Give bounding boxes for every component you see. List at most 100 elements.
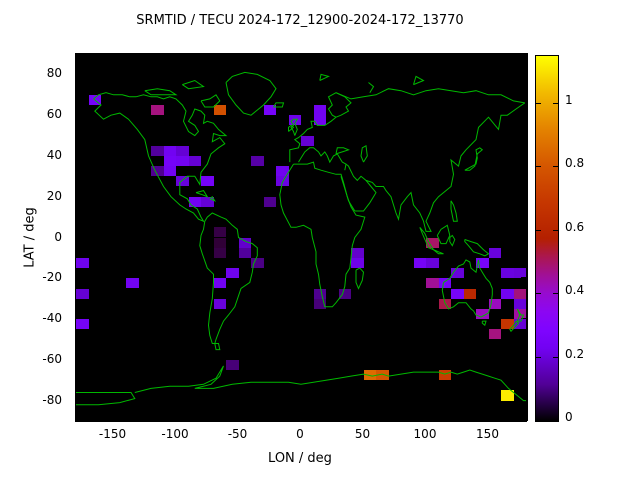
heatmap-cell (501, 390, 514, 401)
heatmap-cell (276, 176, 289, 187)
right-border-tick (521, 154, 527, 156)
heatmap-cell (213, 278, 226, 289)
y-tick-label: 0 (54, 229, 62, 244)
heatmap-cell (351, 247, 364, 258)
coastlines (76, 71, 526, 406)
right-border-tick (521, 358, 527, 360)
heatmap-cell (413, 257, 426, 269)
right-border-tick (521, 73, 527, 75)
heatmap-cell (201, 176, 214, 187)
heatmap-cell (451, 288, 464, 299)
colorbar-tick-label: 1 (565, 92, 573, 107)
right-border-tick (521, 277, 527, 279)
heatmap-cell (163, 166, 176, 177)
heatmap-cell (251, 257, 264, 269)
heatmap-cell (513, 319, 526, 330)
heatmap-cell (176, 155, 189, 167)
heatmap-cell (438, 278, 451, 289)
y-tick-label: 20 (46, 188, 62, 203)
heatmap-cell (213, 237, 226, 248)
heatmap-cell (238, 237, 251, 248)
heatmap-cell (338, 288, 351, 299)
heatmap-cell (501, 319, 514, 330)
heatmap-cell (476, 308, 489, 320)
colorbar-tick-label: 0.8 (565, 156, 585, 171)
heatmap-cell (451, 268, 464, 279)
colorbar-tick-mark (553, 356, 558, 358)
y-tick-label: -60 (42, 351, 62, 366)
heatmap-cell (226, 359, 239, 370)
heatmap-cell (176, 145, 189, 156)
heatmap-cell (313, 105, 326, 116)
map-plot-area (75, 53, 527, 422)
heatmap-cell (263, 105, 276, 116)
heatmap-cell (201, 196, 214, 207)
heatmap-cell (513, 268, 526, 279)
heatmap-cell (351, 257, 364, 269)
x-tick-label: 0 (296, 427, 304, 441)
heatmap-cell (501, 288, 514, 299)
y-tick-label: 80 (46, 66, 62, 81)
heatmap-cell (376, 370, 389, 381)
heatmap-cell (488, 329, 501, 340)
colorbar-tick-mark (553, 102, 558, 104)
colorbar-tick-mark (536, 229, 541, 231)
x-tick-label: -100 (161, 427, 189, 441)
heatmap-cell (76, 288, 89, 299)
heatmap-cell (126, 278, 139, 289)
heatmap-cell (438, 298, 451, 309)
heatmap-cell (163, 145, 176, 156)
right-border-tick (521, 114, 527, 116)
right-border-tick (521, 318, 527, 320)
heatmap-cell (176, 176, 189, 187)
heatmap-cell (151, 105, 164, 116)
x-tick-label: 100 (413, 427, 437, 441)
heatmap-cell (513, 288, 526, 299)
x-tick-label: -150 (98, 427, 127, 441)
heatmap-cell (151, 145, 164, 156)
x-tick-label: 150 (476, 427, 499, 441)
heatmap-cell (263, 196, 276, 207)
colorbar-tick-mark (553, 293, 558, 295)
colorbar-tick-label: 0 (565, 410, 573, 424)
heatmap-cell (426, 278, 439, 289)
plot-right-border (527, 53, 528, 421)
colorbar-tick-mark (553, 229, 558, 231)
y-tick-label: -80 (42, 392, 62, 407)
y-tick-label: 40 (46, 147, 62, 162)
heatmap-cell (188, 155, 201, 167)
x-tick-label: -50 (227, 427, 248, 441)
heatmap-cell (226, 268, 239, 279)
y-tick-label: -20 (42, 270, 62, 285)
y-tick-label: 60 (46, 107, 62, 122)
heatmap-cell (76, 257, 89, 269)
heatmap-cell (501, 268, 514, 279)
heatmap-cell (488, 298, 501, 309)
x-tick-label: 50 (354, 427, 371, 441)
heatmap-cell (213, 298, 226, 309)
heatmap-cell (163, 155, 176, 167)
heatmap-cell (488, 247, 501, 258)
heatmap-cell (313, 298, 326, 309)
y-tick-label: -40 (42, 311, 62, 326)
heatmap-cell (188, 196, 201, 207)
heatmap-cell (313, 115, 326, 126)
heatmap-cell (238, 247, 251, 258)
heatmap-cell (313, 288, 326, 299)
colorbar-tick-mark (536, 102, 541, 104)
heatmap-cell (426, 257, 439, 269)
heatmap-cell (288, 115, 301, 126)
heatmap-cell (213, 227, 226, 238)
heatmap-cell (251, 155, 264, 167)
heatmap-cell (301, 135, 314, 146)
heatmap-cell (438, 370, 451, 381)
colorbar-tick-mark (536, 293, 541, 295)
colorbar-tick-mark (536, 356, 541, 358)
x-axis-label: LON / deg (268, 451, 332, 466)
right-border-tick (521, 236, 527, 238)
right-border-tick (521, 195, 527, 197)
heatmap-cell (476, 257, 489, 269)
heatmap-cell (276, 166, 289, 177)
colorbar-tick-label: 0.4 (565, 283, 585, 298)
